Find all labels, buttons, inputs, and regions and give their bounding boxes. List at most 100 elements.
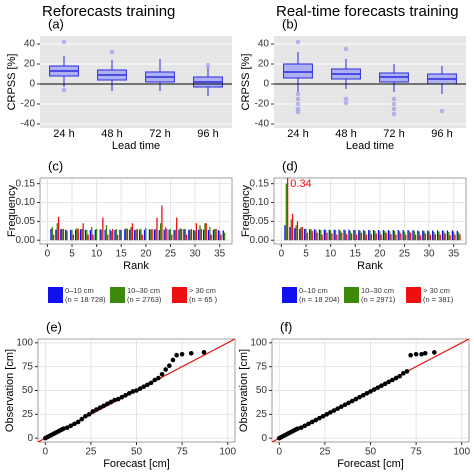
point <box>163 367 168 372</box>
panel-label: (e) <box>46 319 62 334</box>
bar <box>365 234 368 241</box>
point <box>346 400 351 406</box>
bar <box>57 216 60 241</box>
bar <box>296 221 299 241</box>
legend-count: (n = 2763) <box>127 295 162 304</box>
bar <box>290 219 292 241</box>
point <box>115 396 121 402</box>
point <box>317 415 322 421</box>
bar <box>385 232 387 241</box>
point <box>309 419 315 425</box>
y-tick-label: 0.15 <box>16 178 36 189</box>
bar <box>348 229 350 241</box>
x-tick-label: 75 <box>177 447 189 458</box>
y-tick-label: 0 <box>263 79 269 90</box>
x-tick-label: 100 <box>219 447 236 458</box>
bar <box>51 227 53 241</box>
x-tick-label: 35 <box>214 249 226 260</box>
bar <box>382 230 385 241</box>
bar <box>163 229 165 241</box>
point <box>298 425 304 430</box>
legend-label: 0–10 cm <box>65 286 94 295</box>
bar <box>341 232 343 241</box>
bar <box>171 234 173 241</box>
bar <box>326 232 328 241</box>
outlier <box>295 39 301 45</box>
bar <box>402 230 404 241</box>
bar <box>180 228 183 241</box>
x-tick-label: 72 h <box>149 128 170 140</box>
point <box>360 392 366 398</box>
bar <box>212 229 215 241</box>
bar <box>105 225 108 241</box>
y-tick-label: 40 <box>258 39 270 50</box>
point <box>94 407 99 412</box>
bar <box>285 183 287 241</box>
bar <box>305 228 307 241</box>
point <box>371 387 377 392</box>
bar <box>380 234 382 241</box>
outlier <box>61 87 67 93</box>
y-tick-label: -40 <box>21 119 36 130</box>
bar <box>459 234 461 241</box>
bar <box>135 229 137 241</box>
bar <box>104 229 106 241</box>
legend-swatch <box>344 287 359 303</box>
outlier <box>295 101 301 107</box>
x-tick-label: 75 <box>411 447 423 458</box>
bar <box>189 230 191 241</box>
bar <box>159 223 162 241</box>
bar <box>199 225 201 241</box>
bar <box>301 227 304 241</box>
point <box>342 402 348 408</box>
outlier <box>391 111 397 117</box>
x-tick-label: 24 h <box>53 128 74 140</box>
x-tick-label: 5 <box>303 249 309 260</box>
bar <box>215 228 217 241</box>
y-tick-label: 20 <box>24 59 36 70</box>
bar <box>74 229 77 241</box>
point <box>432 350 437 355</box>
bar <box>390 234 392 241</box>
y-tick-label: -20 <box>21 99 36 110</box>
bar <box>375 233 377 241</box>
bar <box>311 230 313 241</box>
bar <box>99 229 101 241</box>
y-tick-label: 0 <box>27 433 33 444</box>
bar <box>448 231 450 241</box>
point <box>141 384 147 389</box>
point <box>179 351 185 357</box>
y-tick-label: 100 <box>250 337 267 348</box>
panel-label: (c) <box>48 158 63 173</box>
bar <box>65 229 67 241</box>
outlier <box>205 62 211 68</box>
bar <box>100 229 103 241</box>
point <box>83 413 88 419</box>
legend-label: 10–30 cm <box>361 286 394 295</box>
x-tick-label: 50 <box>365 447 377 458</box>
bar <box>129 229 131 241</box>
point <box>382 381 388 387</box>
bar <box>62 228 65 241</box>
bar <box>84 229 87 241</box>
bar <box>372 230 375 241</box>
x-tick-label: 25 <box>85 447 97 458</box>
bar <box>143 229 146 241</box>
bar <box>358 230 360 241</box>
bar <box>52 234 55 241</box>
bar <box>369 230 371 241</box>
bar <box>284 225 286 241</box>
x-axis-label: Lead time <box>346 140 394 152</box>
legend-swatch <box>110 287 125 303</box>
bar <box>102 217 104 241</box>
point <box>375 385 381 390</box>
bar <box>368 230 370 241</box>
point <box>368 389 373 394</box>
bar <box>220 234 222 241</box>
point <box>401 371 406 376</box>
point <box>64 425 70 430</box>
bar <box>76 228 78 241</box>
bar <box>202 229 205 241</box>
point <box>422 351 428 356</box>
bar <box>115 228 117 241</box>
